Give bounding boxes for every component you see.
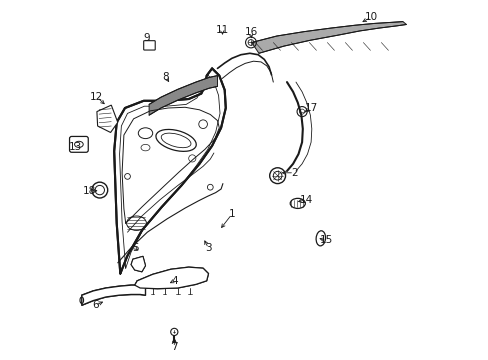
Text: 10: 10 [364,12,377,22]
Text: 2: 2 [290,168,297,178]
Polygon shape [114,68,225,274]
Text: 16: 16 [244,27,257,37]
Text: 4: 4 [171,276,177,286]
Text: 11: 11 [215,24,228,35]
Text: 8: 8 [163,72,169,82]
Text: 1: 1 [228,209,235,219]
FancyBboxPatch shape [143,41,155,50]
Polygon shape [97,105,118,132]
Text: 6: 6 [92,300,98,310]
Text: 12: 12 [90,92,103,102]
Polygon shape [149,76,217,115]
Text: 7: 7 [171,342,177,352]
FancyBboxPatch shape [69,136,88,152]
Text: 3: 3 [205,243,211,253]
Text: 14: 14 [299,195,312,205]
Polygon shape [81,285,145,305]
Text: 15: 15 [319,235,332,246]
Polygon shape [134,267,208,289]
Polygon shape [131,256,145,272]
Text: 18: 18 [82,186,96,196]
Polygon shape [251,22,406,53]
Text: 17: 17 [304,103,317,113]
Text: 13: 13 [68,142,82,152]
Text: 5: 5 [132,243,139,253]
Text: 9: 9 [143,33,150,43]
